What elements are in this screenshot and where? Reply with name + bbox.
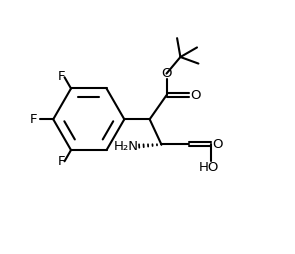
Text: O: O [190,89,201,102]
Text: HO: HO [199,161,219,174]
Text: O: O [212,138,223,151]
Text: F: F [57,70,65,83]
Text: O: O [161,67,172,80]
Text: H₂N: H₂N [114,139,139,153]
Text: F: F [30,113,37,126]
Text: F: F [57,155,65,168]
